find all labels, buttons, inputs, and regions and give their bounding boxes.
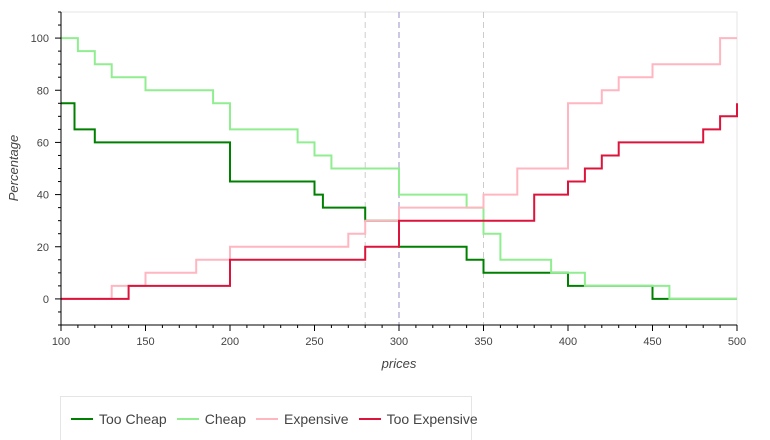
y-tick-label: 80 [37, 85, 49, 97]
legend-item-cheap[interactable]: Cheap [176, 410, 246, 427]
legend-label: Cheap [204, 410, 246, 427]
legend-label: Too Cheap [99, 410, 167, 427]
legend-item-too-cheap[interactable]: Too Cheap [71, 411, 167, 427]
legend-swatch [176, 417, 199, 420]
y-axis-title: Percentage [6, 135, 21, 202]
x-tick-label: 150 [136, 336, 154, 348]
x-axis-title: prices [381, 356, 417, 371]
legend-label: Too Expensive [386, 410, 478, 427]
legend-label: Expensive [283, 410, 349, 427]
y-tick-label: 60 [37, 137, 49, 149]
legend: Too Cheap Cheap Expensive Too Expensive [60, 396, 478, 440]
x-tick-label: 350 [474, 336, 492, 348]
legend-swatch [71, 417, 93, 420]
legend-swatch [358, 417, 381, 420]
x-tick-label: 400 [559, 336, 577, 348]
series-line-too-expensive [61, 103, 738, 300]
y-tick-label: 20 [37, 242, 49, 254]
y-tick-label: 40 [37, 190, 49, 202]
series-line-too-cheap [61, 102, 737, 300]
legend-item-too-expensive[interactable]: Too Expensive [358, 410, 478, 427]
y-tick-label: 0 [43, 294, 49, 306]
x-tick-label: 500 [728, 336, 746, 348]
x-tick-label: 250 [305, 336, 323, 348]
legend-swatch [255, 417, 278, 420]
series-line-expensive [61, 37, 737, 300]
x-tick-label: 100 [52, 336, 70, 348]
series-line-cheap [61, 37, 737, 300]
x-tick-label: 200 [221, 336, 239, 348]
legend-item-expensive[interactable]: Expensive [255, 410, 349, 427]
x-tick-label: 300 [390, 336, 408, 348]
y-tick-label: 100 [31, 33, 49, 45]
x-tick-label: 450 [643, 336, 661, 348]
